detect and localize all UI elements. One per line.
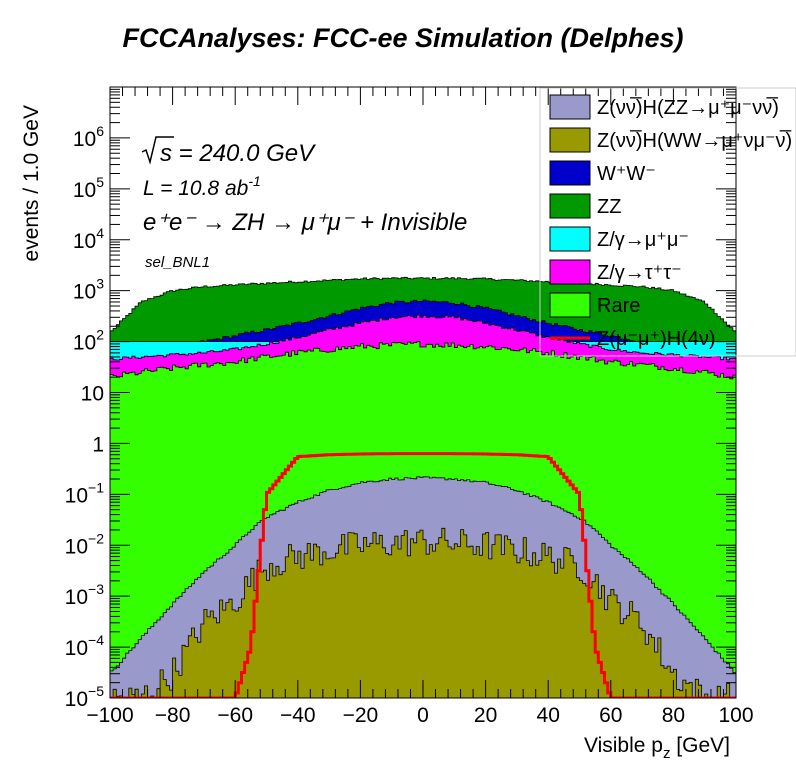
x-tick-label: −80 [155, 704, 191, 727]
annotation-lumi: L = 10.8 ab-1 [143, 173, 261, 200]
x-tick-label: −40 [280, 704, 316, 727]
y-tick-label: 1 [92, 433, 104, 456]
legend-label: ZZ [597, 196, 621, 218]
histogram-stack [110, 276, 736, 698]
legend: Z(νν̅)H(ZZ→μ⁺μ⁻νν̅) Z(νν̅)H(WW→μ⁺νμ⁻ν̅) W⁺… [539, 87, 796, 357]
legend-label: Rare [597, 295, 640, 317]
chart-title: FCCAnalyses: FCC-ee Simulation (Delphes) [122, 23, 683, 53]
y-tick-label: 10−3 [65, 581, 105, 609]
legend-swatch [549, 292, 591, 318]
signal-curve [110, 452, 736, 698]
x-tick-label: −20 [343, 704, 379, 727]
y-tick-label: 10−4 [65, 632, 105, 660]
x-tick-label: 20 [474, 704, 497, 727]
x-tick-label: −60 [217, 704, 253, 727]
y-tick-label: 10−2 [65, 530, 105, 558]
legend-swatch [549, 160, 591, 186]
legend-swatch [549, 127, 591, 153]
x-tick-label: 60 [599, 704, 622, 727]
hist-1 [110, 527, 736, 698]
x-tick-label: 80 [662, 704, 685, 727]
annotation-selection: sel_BNL1 [145, 254, 210, 271]
legend-label: Z/γ→τ⁺τ⁻ [597, 262, 682, 284]
x-tick-label: 100 [718, 704, 753, 727]
x-tick-label: −100 [86, 704, 133, 727]
legend-border [539, 87, 796, 357]
x-axis-title: Visible pz [GeV] [584, 734, 730, 762]
legend-swatch [549, 94, 591, 120]
y-tick-label: 102 [73, 327, 104, 355]
y-axis-title: events / 1.0 GeV [20, 105, 43, 261]
legend-swatch [549, 259, 591, 285]
legend-label: Z/γ→μ⁺μ⁻ [597, 229, 689, 251]
y-tick-label: 10 [81, 383, 104, 406]
legend-label: W⁺W⁻ [597, 163, 656, 185]
x-axis: −100 −80 −60 −40 −20 0 20 40 60 80 100 [86, 87, 754, 727]
annotation-sqrt-s: s = 240.0 GeV [141, 136, 316, 167]
annotation-process: e⁺e⁻ → ZH → μ⁺μ⁻ + Invisible [143, 209, 467, 236]
signal-line [110, 452, 736, 698]
y-tick-label: 105 [73, 174, 104, 202]
sqrt-symbol [141, 136, 174, 165]
annotation-sqrt-s-text: s = 240.0 GeV [160, 140, 316, 167]
y-axis: 10−5 10−4 10−3 10−2 10−1 1 10 102 103 104 105 106 [65, 88, 736, 711]
legend-label: Z(μ⁻μ⁺)H(4ν) [597, 328, 716, 350]
x-tick-label: 40 [537, 704, 560, 727]
legend-label: Z(νν̅)H(WW→μ⁺νμ⁻ν̅) [597, 129, 792, 152]
y-tick-label: 106 [73, 123, 104, 151]
y-tick-label: 10−5 [65, 683, 105, 711]
y-tick-label: 10−1 [65, 479, 105, 507]
legend-swatch [549, 193, 591, 219]
y-tick-label: 104 [73, 225, 104, 253]
legend-label: Z(νν̅)H(ZZ→μ⁺μ⁻νν̅) [597, 96, 779, 119]
legend-swatch [549, 226, 591, 252]
y-tick-label: 103 [73, 276, 104, 304]
x-tick-label: 0 [417, 704, 429, 727]
